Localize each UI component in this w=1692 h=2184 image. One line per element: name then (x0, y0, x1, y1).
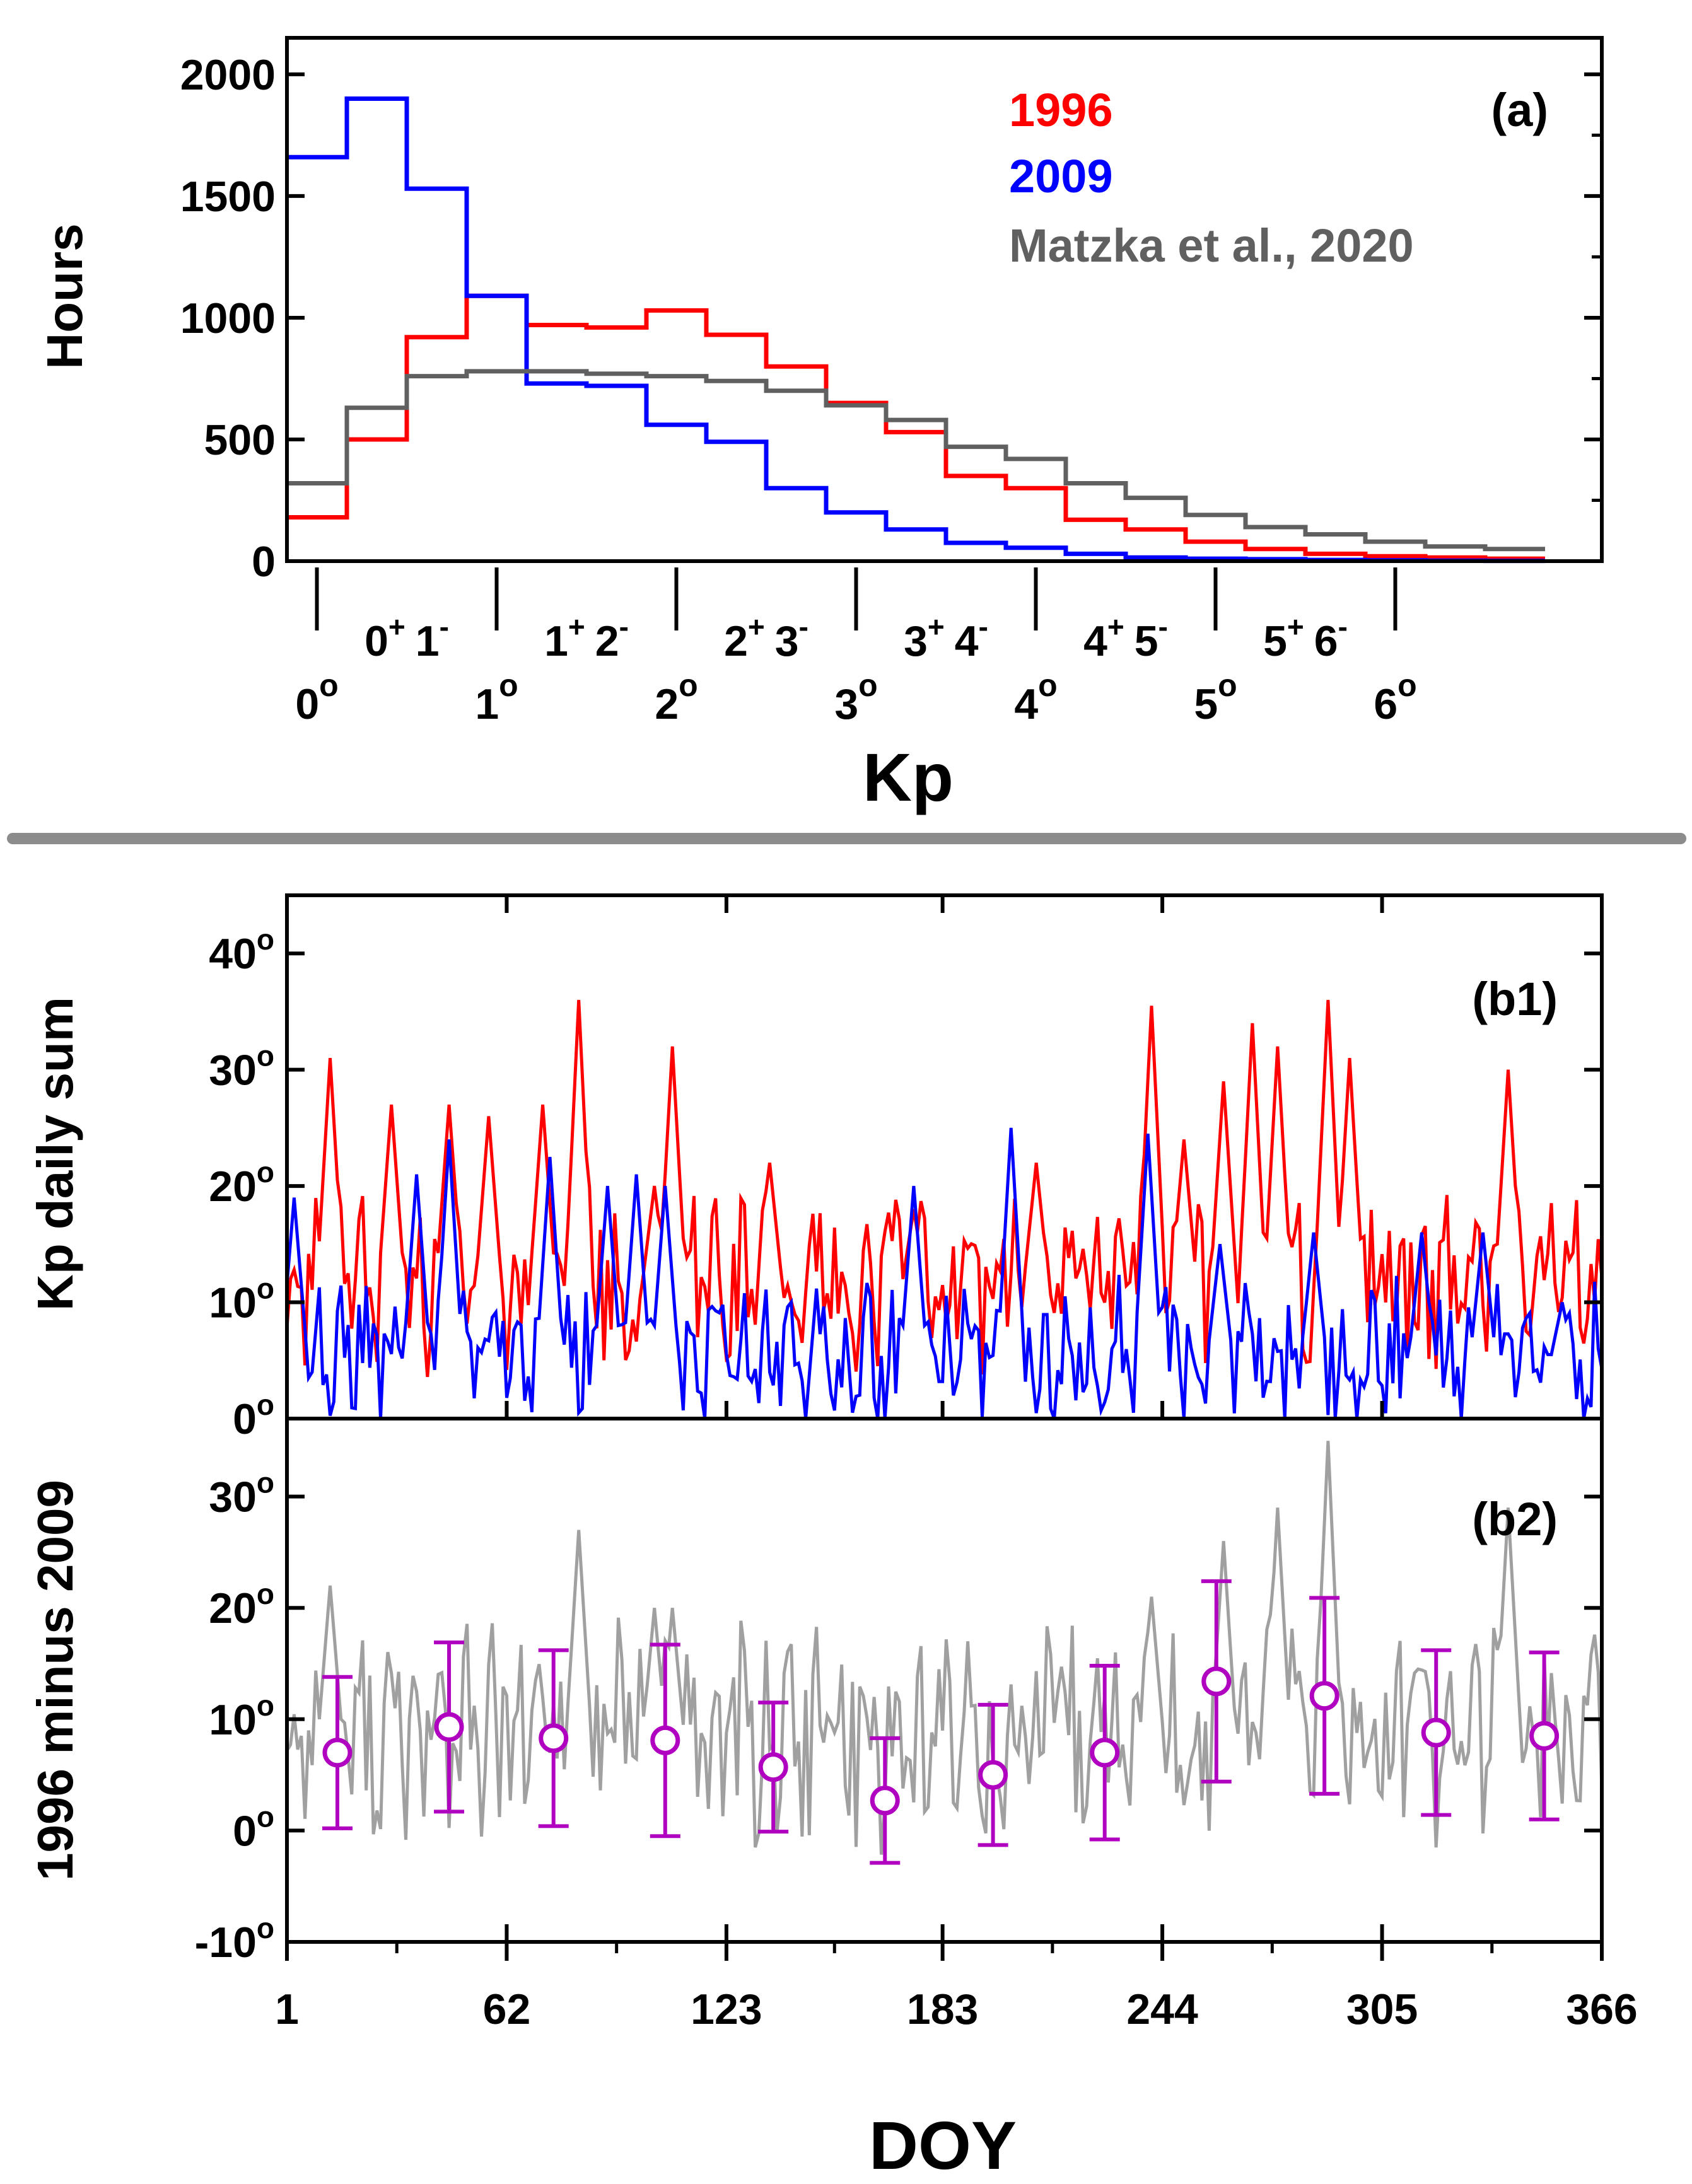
monthly-mean-point (978, 1760, 1008, 1790)
panel-a-label: (a) (1491, 84, 1548, 136)
panel-b1-label: (b1) (1472, 973, 1558, 1025)
b1-ytick-label: 30o (209, 1040, 274, 1095)
panel-b1-plot-area (287, 999, 1602, 1419)
panel-b2-plot-area (287, 1441, 1602, 1855)
panel-b2-ylabel: 1996 minus 2009 (27, 1480, 83, 1881)
b1-ytick-label: 10o (209, 1272, 274, 1327)
monthly-mean-point (539, 1723, 569, 1753)
a-xtick-major-label: 2o (655, 668, 697, 728)
panel-b2: -10o 0o 10o 20o 30o 1 62 123 183 244 305 366 (b2) 1… (27, 1417, 1638, 2183)
a-xtick-minor-label: 1+ 2- (544, 610, 629, 665)
monthly-mean-point (1529, 1721, 1560, 1751)
panel-a-series (287, 96, 1545, 564)
b2-ytick-label: 20o (209, 1577, 274, 1632)
hist-series-2 (287, 369, 1545, 552)
b1-ytick-label: 20o (209, 1156, 274, 1211)
panel-b1: 0o 10o 20o 30o 40o (b1) Kp daily sum (27, 893, 1604, 1443)
a-xtick-major-label: 0o (295, 668, 338, 728)
hist-series-0 (287, 293, 1545, 561)
panel-b2-points (322, 1579, 1560, 1865)
b2-xtick-label: 183 (907, 1985, 978, 2033)
b1-ytick-label: 0o (233, 1388, 274, 1443)
monthly-mean-point (434, 1712, 464, 1742)
b2-ytick-label: 10o (209, 1689, 274, 1744)
panel-a-ylabel: Hours (37, 223, 93, 369)
monthly-mean-point (1090, 1738, 1120, 1768)
monthly-mean-point (1421, 1717, 1451, 1748)
b2-xtick-label: 305 (1346, 1985, 1418, 2033)
daily-sum-series-1 (287, 1127, 1602, 1419)
a-ytick-label: 500 (204, 416, 276, 464)
legend-1996: 1996 (1009, 84, 1113, 136)
panel-b2-series (287, 1441, 1602, 1855)
monthly-mean-point (322, 1738, 353, 1768)
b1-ytick-label: 40o (209, 923, 274, 978)
legend-2009: 2009 (1009, 150, 1113, 202)
a-ytick-label: 1500 (180, 173, 276, 221)
panel-a: 0 500 1000 1500 2000 0o 1o 2o 3o 4o 5o 6o 0+ 1- 1+ 2- 2+… (37, 36, 1604, 815)
b2-ytick-label: 30o (209, 1467, 274, 1521)
b2-xtick-label: 1 (275, 1985, 299, 2033)
b2-xtick-label: 123 (691, 1985, 762, 2033)
b2-xtick-label: 244 (1126, 1985, 1198, 2033)
b2-xtick-label: 366 (1566, 1985, 1637, 2033)
panel-b2-ticks: -10o 0o 10o 20o 30o 1 62 123 183 244 305 366 (195, 1467, 1638, 2033)
panel-a-xlabel: Kp (863, 739, 954, 815)
monthly-mean-point (1309, 1681, 1339, 1711)
monthly-mean-point (650, 1725, 680, 1755)
a-xtick-major-label: 1o (475, 668, 518, 728)
panel-b2-xlabel: DOY (869, 2107, 1017, 2183)
monthly-mean-point (870, 1786, 900, 1816)
b2-ytick-label: 0o (233, 1800, 274, 1855)
a-ytick-label: 1000 (180, 294, 276, 342)
b2-ytick-label: -10o (195, 1912, 274, 1966)
a-xtick-major-label: 5o (1194, 668, 1237, 728)
panel-a-ticks: 0 500 1000 1500 2000 0o 1o 2o 3o 4o 5o 6o 0+ 1- 1+ 2- 2+… (180, 51, 1602, 728)
a-xtick-minor-label: 5+ 6- (1263, 610, 1348, 665)
a-xtick-minor-label: 2+ 3- (724, 610, 808, 665)
monthly-mean-point (1201, 1666, 1232, 1697)
a-xtick-major-label: 3o (834, 668, 877, 728)
panel-a-frame (285, 36, 1604, 563)
legend-matzka: Matzka et al., 2020 (1009, 219, 1414, 272)
panel-b2-label: (b2) (1472, 1493, 1558, 1545)
b2-xtick-label: 62 (483, 1985, 531, 2033)
a-xtick-major-label: 4o (1014, 668, 1057, 728)
monthly-mean-point (758, 1752, 788, 1782)
a-ytick-label: 0 (252, 538, 276, 586)
a-ytick-label: 2000 (180, 51, 276, 99)
a-xtick-minor-label: 4+ 5- (1083, 610, 1168, 665)
panel-b1-series (287, 999, 1602, 1419)
panel-b1-ylabel: Kp daily sum (27, 997, 83, 1311)
a-xtick-major-label: 6o (1374, 668, 1416, 728)
difference-series (287, 1441, 1602, 1855)
hist-series-1 (287, 96, 1545, 564)
a-xtick-minor-label: 0+ 1- (365, 610, 449, 665)
a-xtick-minor-label: 3+ 4- (904, 610, 988, 665)
